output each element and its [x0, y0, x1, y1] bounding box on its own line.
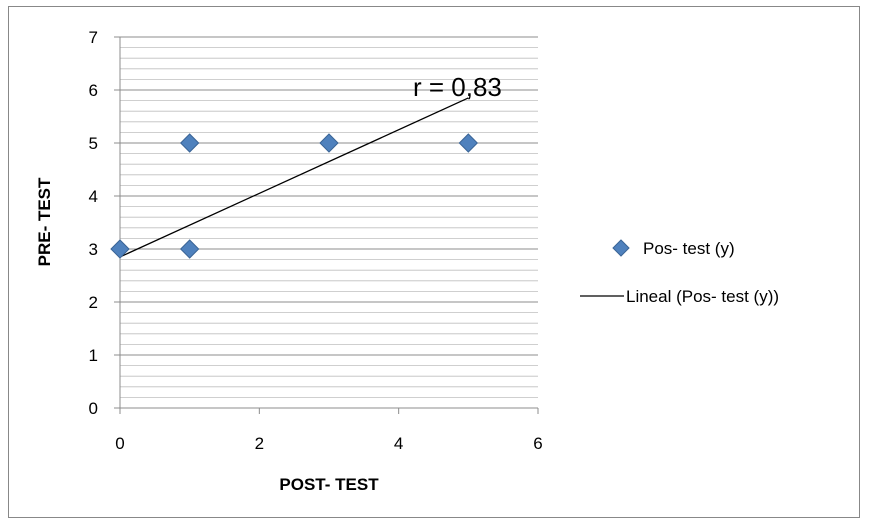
data-point — [458, 133, 479, 153]
data-point — [179, 239, 200, 259]
legend: Pos- test (y) Lineal (Pos- test (y)) — [580, 239, 779, 306]
trendline — [119, 97, 469, 258]
trendline-layer — [119, 97, 469, 258]
grid-layer — [120, 36, 538, 398]
x-tick-label: 6 — [533, 434, 542, 453]
y-axis-title: PRE- TEST — [35, 177, 54, 266]
x-tick-label: 0 — [115, 434, 124, 453]
y-tick-label: 7 — [89, 28, 98, 47]
chart-frame — [8, 6, 860, 518]
y-tick-label: 0 — [89, 399, 98, 418]
y-tick-label: 1 — [89, 346, 98, 365]
x-tick-label: 2 — [255, 434, 264, 453]
axis-layer: 0 1 2 3 4 5 6 7 0 2 4 6 — [89, 28, 543, 453]
data-point — [319, 133, 339, 153]
y-tick-label: 5 — [89, 134, 98, 153]
correlation-annotation: r = 0,83 — [413, 72, 502, 102]
legend-marker-diamond — [612, 239, 630, 257]
x-tick-label: 4 — [394, 434, 403, 453]
x-axis-title: POST- TEST — [279, 475, 379, 494]
y-tick-label: 3 — [89, 240, 98, 259]
y-tick-label: 4 — [89, 187, 98, 206]
data-point-layer — [110, 133, 479, 259]
data-point — [110, 239, 130, 259]
y-tick-label: 2 — [89, 293, 98, 312]
legend-label-trendline: Lineal (Pos- test (y)) — [626, 287, 779, 306]
y-tick-label: 6 — [89, 81, 98, 100]
data-point — [179, 133, 200, 153]
legend-label-series: Pos- test (y) — [643, 239, 735, 258]
